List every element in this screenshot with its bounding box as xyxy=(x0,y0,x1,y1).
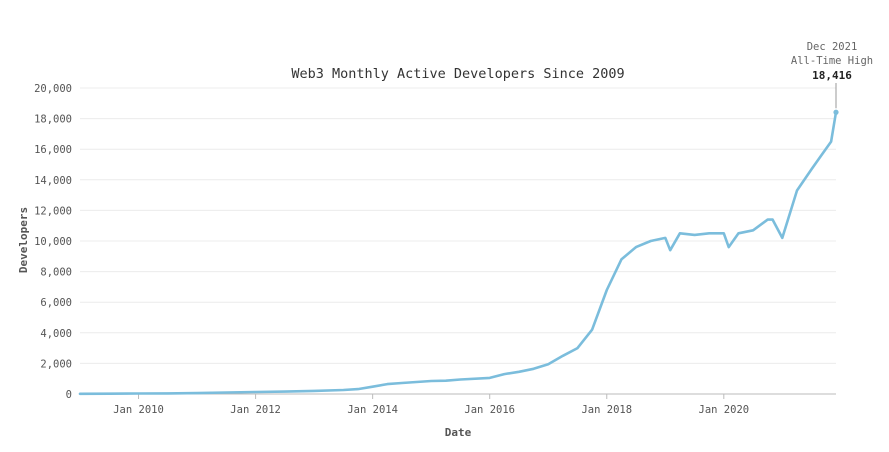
y-tick-label: 6,000 xyxy=(40,297,72,309)
x-axis-ticks: Jan 2010 Jan 2012 Jan 2014 Jan 2016 Jan 2018… xyxy=(113,394,749,416)
annotation-text: All-Time High xyxy=(791,55,873,67)
y-tick-label: 20,000 xyxy=(34,83,72,95)
x-tick-label: Jan 2016 xyxy=(464,404,515,416)
all-time-high-annotation: Dec 2021 All-Time High 18,416 xyxy=(791,41,873,115)
y-tick-label: 0 xyxy=(66,389,72,401)
y-axis-label: Developers xyxy=(17,207,30,273)
x-tick-label: Jan 2020 xyxy=(699,404,750,416)
y-tick-label: 8,000 xyxy=(40,267,72,279)
gridlines xyxy=(80,87,836,364)
chart-title: Web3 Monthly Active Developers Since 200… xyxy=(291,66,624,82)
y-tick-label: 12,000 xyxy=(34,205,72,217)
annotation-point xyxy=(833,109,839,115)
y-tick-label: 18,000 xyxy=(34,114,72,126)
x-axis-label: Date xyxy=(445,426,472,439)
x-tick-label: Jan 2012 xyxy=(230,404,281,416)
y-axis-ticks: 0 2,000 4,000 6,000 8,000 10,000 12,000 14,000 1… xyxy=(34,83,72,401)
y-tick-label: 2,000 xyxy=(40,358,72,370)
y-tick-label: 14,000 xyxy=(34,175,72,187)
y-tick-label: 4,000 xyxy=(40,328,72,340)
series-line-developers xyxy=(78,110,838,396)
y-tick-label: 10,000 xyxy=(34,236,72,248)
annotation-value: 18,416 xyxy=(812,69,852,82)
annotation-date: Dec 2021 xyxy=(807,41,858,53)
y-tick-label: 16,000 xyxy=(34,144,72,156)
x-tick-label: Jan 2010 xyxy=(113,404,164,416)
x-tick-label: Jan 2014 xyxy=(347,404,398,416)
x-tick-label: Jan 2018 xyxy=(581,404,632,416)
